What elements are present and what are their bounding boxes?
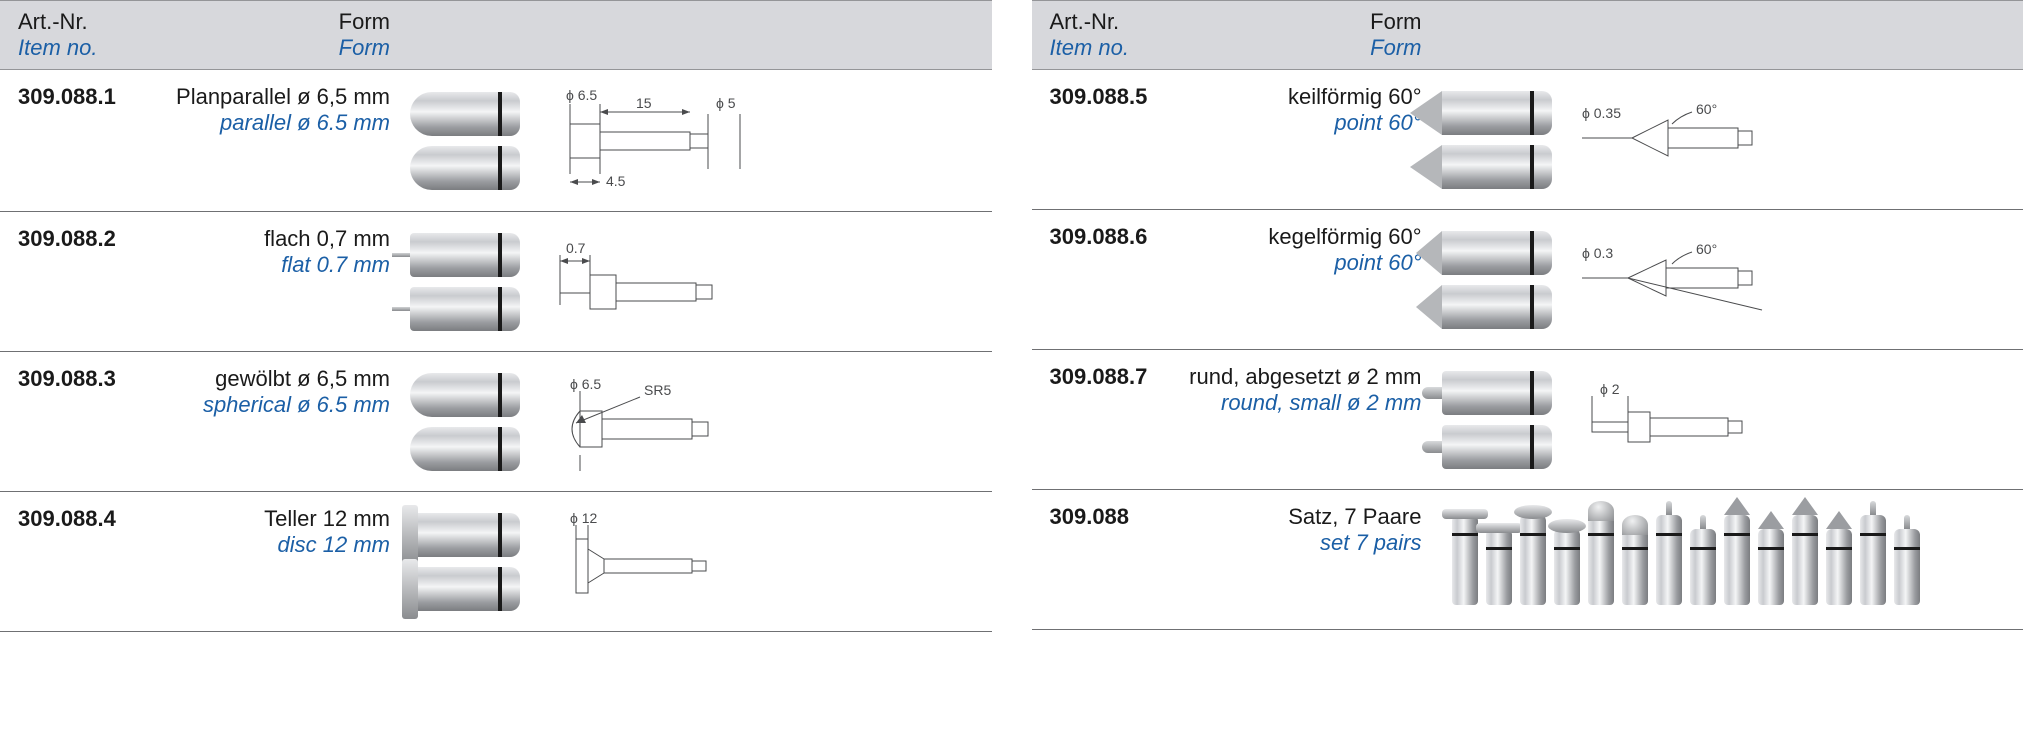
- form-de: keilförmig 60°: [1182, 84, 1422, 110]
- hdr-art-en: Item no.: [18, 35, 140, 61]
- hdr-form-de: Form: [150, 9, 390, 35]
- probe-photo: [410, 513, 520, 611]
- dim: ϕ 5: [716, 95, 736, 111]
- dim: ϕ 6.5: [566, 87, 597, 103]
- hdr-art-de: Art.-Nr.: [1050, 9, 1172, 35]
- table-row: 309.088.4 Teller 12 mm disc 12 mm: [0, 492, 992, 632]
- form-de: Planparallel ø 6,5 mm: [150, 84, 390, 110]
- form-de: Teller 12 mm: [150, 506, 390, 532]
- table-header: Art.-Nr. Item no. Form Form: [1032, 0, 2023, 70]
- item-no: 309.088: [1050, 504, 1172, 530]
- tech-drawing: ϕ 2: [1572, 378, 1772, 461]
- dim: ϕ 0.3: [1582, 245, 1613, 261]
- tech-drawing: ϕ 12: [540, 515, 740, 608]
- form-en: parallel ø 6.5 mm: [150, 110, 390, 136]
- probe-photo: [1442, 371, 1552, 469]
- dim: ϕ 0.35: [1582, 105, 1621, 121]
- dim: 60°: [1696, 101, 1717, 117]
- table-header: Art.-Nr. Item no. Form Form: [0, 0, 992, 70]
- form-de: flach 0,7 mm: [150, 226, 390, 252]
- probe-photo: [410, 92, 520, 190]
- hdr-form-de: Form: [1182, 9, 1422, 35]
- table-row: 309.088.3 gewölbt ø 6,5 mm spherical ø 6…: [0, 352, 992, 492]
- dim: ϕ 12: [570, 510, 598, 526]
- dim: 0.7: [566, 240, 586, 256]
- probe-photo: [1442, 91, 1552, 189]
- left-column: Art.-Nr. Item no. Form Form 309.088.1 Pl…: [0, 0, 992, 632]
- catalog-table: Art.-Nr. Item no. Form Form 309.088.1 Pl…: [0, 0, 2023, 632]
- table-row: 309.088 Satz, 7 Paare set 7 pairs: [1032, 490, 2023, 630]
- hdr-form-en: Form: [150, 35, 390, 61]
- form-de: Satz, 7 Paare: [1182, 504, 1422, 530]
- dim: ϕ 6.5: [570, 376, 601, 392]
- form-en: point 60°: [1182, 110, 1422, 136]
- table-row: 309.088.2 flach 0,7 mm flat 0.7 mm: [0, 212, 992, 352]
- tech-drawing: 0.7: [540, 235, 740, 328]
- form-en: spherical ø 6.5 mm: [150, 392, 390, 418]
- item-no: 309.088.3: [18, 366, 140, 392]
- tech-drawing: ϕ 0.3 60°: [1572, 238, 1792, 321]
- item-no: 309.088.7: [1050, 364, 1172, 390]
- probe-photo: [410, 233, 520, 331]
- table-row: 309.088.5 keilförmig 60° point 60° ϕ 0.3…: [1032, 70, 2023, 210]
- hdr-art-de: Art.-Nr.: [18, 9, 140, 35]
- item-no: 309.088.6: [1050, 224, 1172, 250]
- form-en: point 60°: [1182, 250, 1422, 276]
- form-de: kegelförmig 60°: [1182, 224, 1422, 250]
- probe-set-photo: [1442, 515, 1920, 605]
- hdr-art-en: Item no.: [1050, 35, 1172, 61]
- table-row: 309.088.7 rund, abgesetzt ø 2 mm round, …: [1032, 350, 2023, 490]
- probe-photo: [410, 373, 520, 471]
- right-column: Art.-Nr. Item no. Form Form 309.088.5 ke…: [1032, 0, 2023, 632]
- form-en: set 7 pairs: [1182, 530, 1422, 556]
- item-no: 309.088.5: [1050, 84, 1172, 110]
- dim: 60°: [1696, 241, 1717, 257]
- dim: 4.5: [606, 173, 626, 189]
- tech-drawing: ϕ 0.35 60°: [1572, 98, 1792, 181]
- item-no: 309.088.4: [18, 506, 140, 532]
- form-en: flat 0.7 mm: [150, 252, 390, 278]
- form-en: round, small ø 2 mm: [1182, 390, 1422, 416]
- form-de: rund, abgesetzt ø 2 mm: [1182, 364, 1422, 390]
- form-en: disc 12 mm: [150, 532, 390, 558]
- dim: 15: [636, 95, 652, 111]
- item-no: 309.088.1: [18, 84, 140, 110]
- hdr-form-en: Form: [1182, 35, 1422, 61]
- dim: SR5: [644, 382, 671, 398]
- form-de: gewölbt ø 6,5 mm: [150, 366, 390, 392]
- probe-photo: [1442, 231, 1552, 329]
- dim: ϕ 2: [1600, 381, 1620, 397]
- table-row: 309.088.6 kegelförmig 60° point 60° ϕ: [1032, 210, 2023, 350]
- tech-drawing: ϕ 6.5 SR5: [540, 375, 750, 468]
- tech-drawing: ϕ 6.5 15 ϕ 5 4.5: [540, 84, 760, 197]
- item-no: 309.088.2: [18, 226, 140, 252]
- table-row: 309.088.1 Planparallel ø 6,5 mm parallel…: [0, 70, 992, 212]
